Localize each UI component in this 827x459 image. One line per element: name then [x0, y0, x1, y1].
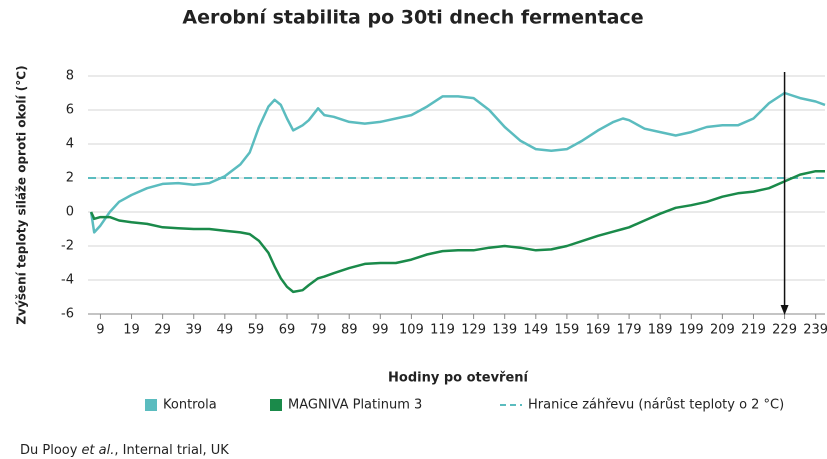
source-rest: , Internal trial, UK	[114, 443, 229, 458]
legend-label: Hranice záhřevu (nárůst teploty o 2 °C)	[528, 398, 784, 413]
x-tick-label: 69	[279, 323, 296, 338]
legend-label: MAGNIVA Platinum 3	[288, 398, 422, 413]
legend-swatch	[145, 399, 157, 411]
x-tick-label: 9	[96, 323, 104, 338]
x-tick-label: 159	[554, 323, 579, 338]
x-tick-label: 19	[123, 323, 140, 338]
x-tick-label: 199	[679, 323, 704, 338]
y-tick-label: -6	[61, 307, 74, 322]
y-tick-label: 2	[66, 171, 74, 186]
x-tick-label: 49	[217, 323, 234, 338]
y-axis-label: Zvýšení teploty siláže oproti okolí (°C)	[15, 65, 29, 324]
source-author: Du Plooy	[20, 443, 78, 458]
y-tick-label: 6	[66, 103, 74, 118]
legend-label: Kontrola	[163, 398, 217, 413]
x-axis-label: Hodiny po otevření	[388, 371, 530, 386]
x-tick-label: 109	[399, 323, 424, 338]
x-tick-label: 219	[741, 323, 766, 338]
series-line	[89, 169, 825, 294]
x-tick-label: 179	[617, 323, 642, 338]
y-tick-label: -2	[61, 239, 74, 254]
x-tick-label: 59	[248, 323, 265, 338]
x-tick-label: 229	[772, 323, 797, 338]
x-tick-label: 29	[154, 323, 171, 338]
chart-title: Aerobní stabilita po 30ti dnech fermenta…	[182, 7, 643, 29]
x-tick-label: 189	[648, 323, 673, 338]
source-etal: et al.	[81, 443, 114, 458]
x-tick-label: 79	[310, 323, 327, 338]
x-tick-label: 169	[586, 323, 611, 338]
y-tick-label: 8	[66, 69, 74, 84]
y-tick-label: 0	[66, 205, 74, 220]
x-tick-label: 119	[430, 323, 455, 338]
y-tick-label: 4	[66, 137, 74, 152]
x-tick-label: 239	[803, 323, 827, 338]
x-tick-label: 89	[341, 323, 358, 338]
x-tick-label: 139	[492, 323, 517, 338]
x-tick-label: 39	[185, 323, 202, 338]
x-tick-label: 99	[372, 323, 389, 338]
series-line	[89, 91, 826, 234]
x-tick-label: 149	[523, 323, 548, 338]
legend-swatch	[270, 399, 282, 411]
y-tick-label: -4	[61, 273, 74, 288]
marker-arrow	[780, 305, 789, 315]
x-tick-label: 209	[710, 323, 735, 338]
x-tick-label: 129	[461, 323, 486, 338]
source: Du Plooy et al., Internal trial, UK	[20, 443, 229, 458]
